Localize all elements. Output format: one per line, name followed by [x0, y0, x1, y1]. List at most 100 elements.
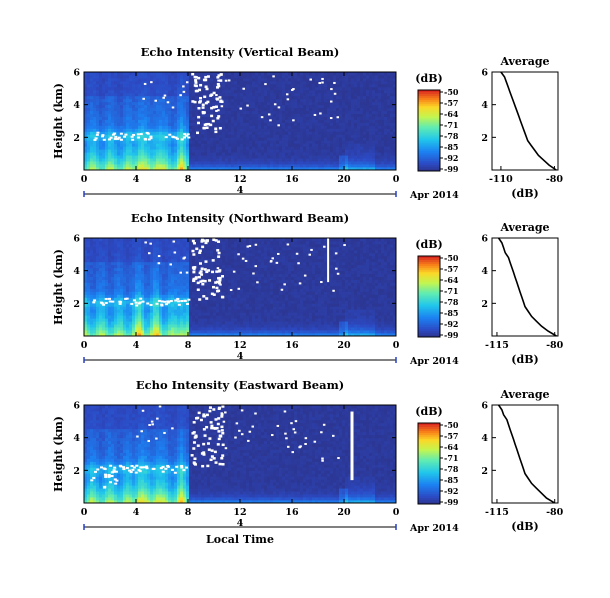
- heatmap-cell: [219, 131, 223, 135]
- heatmap-cell: [243, 125, 247, 129]
- heatmap-cell: [150, 267, 154, 272]
- profile-y-tick-label: 2: [481, 133, 488, 144]
- heatmap-cell: [351, 134, 355, 138]
- heatmap-cell: [225, 152, 229, 156]
- heatmap-cell: [351, 137, 355, 141]
- heatmap-cell: [108, 134, 112, 138]
- heatmap-cell: [105, 131, 109, 135]
- heatmap-cell: [177, 309, 181, 313]
- heatmap-cell: [186, 119, 190, 123]
- heatmap-cell: [117, 110, 121, 114]
- heatmap-cell: [222, 72, 226, 76]
- heatmap-cell: [162, 273, 166, 278]
- heatmap-cell: [141, 291, 145, 295]
- heatmap-cell: [117, 324, 121, 328]
- heatmap-cell: [192, 297, 196, 301]
- missing-data-cell: [202, 111, 206, 114]
- heatmap-cell: [315, 104, 319, 109]
- heatmap-cell: [84, 252, 88, 257]
- heatmap-cell: [327, 155, 331, 159]
- heatmap-cell: [180, 107, 184, 112]
- heatmap-cell: [264, 146, 268, 150]
- heatmap-cell: [123, 312, 127, 316]
- missing-data-cell: [246, 104, 249, 107]
- heatmap-cell: [129, 288, 133, 292]
- heatmap-cell: [126, 89, 130, 94]
- heatmap-cell: [108, 107, 112, 112]
- heatmap-cell: [162, 113, 166, 117]
- heatmap-cell: [102, 285, 106, 289]
- heatmap-cell: [291, 74, 295, 79]
- heatmap-cell: [174, 240, 178, 245]
- heatmap-cell: [327, 161, 331, 165]
- heatmap-cell: [213, 110, 217, 114]
- heatmap-cell: [183, 122, 187, 126]
- heatmap-cell: [177, 77, 181, 82]
- heatmap-cell: [153, 113, 157, 117]
- heatmap-cell: [264, 143, 268, 147]
- heatmap-cell: [189, 140, 193, 144]
- heatmap-cell: [345, 95, 349, 100]
- heatmap-cell: [222, 152, 226, 156]
- heatmap-cell: [120, 240, 124, 245]
- heatmap-cell: [132, 134, 136, 138]
- heatmap-cell: [366, 152, 370, 156]
- heatmap-cell: [177, 318, 181, 322]
- heatmap-cell: [336, 155, 340, 159]
- heatmap-cell: [198, 77, 202, 82]
- heatmap-cell: [294, 116, 298, 120]
- heatmap-cell: [360, 137, 364, 141]
- heatmap-cell: [93, 74, 97, 79]
- heatmap-cell: [219, 107, 223, 112]
- heatmap-cell: [312, 149, 316, 153]
- heatmap-cell: [240, 146, 244, 150]
- heatmap-cell: [93, 291, 97, 295]
- heatmap-cell: [114, 321, 118, 325]
- heatmap-cell: [126, 131, 130, 135]
- missing-data-cell: [264, 83, 267, 86]
- heatmap-cell: [291, 80, 295, 85]
- heatmap-cell: [123, 98, 127, 103]
- heatmap-cell: [255, 77, 259, 82]
- heatmap-cell: [270, 146, 274, 150]
- heatmap-cell: [87, 309, 91, 313]
- heatmap-cell: [312, 101, 316, 106]
- heatmap-cell: [321, 116, 325, 120]
- heatmap-cell: [165, 330, 169, 334]
- heatmap-cell: [135, 273, 139, 278]
- heatmap-cell: [378, 161, 382, 165]
- heatmap-cell: [243, 98, 247, 103]
- heatmap-cell: [111, 309, 115, 313]
- heatmap-cell: [168, 267, 172, 272]
- heatmap-cell: [240, 116, 244, 120]
- heatmap-cell: [279, 92, 283, 97]
- heatmap-cell: [105, 110, 109, 114]
- heatmap-cell: [372, 104, 376, 109]
- heatmap-cell: [357, 92, 361, 97]
- heatmap-cell: [276, 116, 280, 120]
- heatmap-cell: [159, 321, 163, 325]
- heatmap-cell: [165, 72, 169, 76]
- heatmap-cell: [126, 312, 130, 316]
- heatmap-cell: [189, 119, 193, 123]
- heatmap-cell: [156, 107, 160, 112]
- heatmap-cell: [273, 125, 277, 129]
- heatmap-cell: [384, 74, 388, 79]
- heatmap-cell: [381, 164, 385, 168]
- heatmap-cell: [156, 77, 160, 82]
- heatmap-cell: [90, 324, 94, 328]
- heatmap-cell: [84, 149, 88, 153]
- heatmap-cell: [108, 164, 112, 168]
- heatmap-cell: [225, 113, 229, 117]
- heatmap-cell: [363, 137, 367, 141]
- heatmap-cell: [348, 110, 352, 114]
- heatmap-cell: [123, 158, 127, 162]
- heatmap-cell: [111, 122, 115, 126]
- heatmap-cell: [357, 146, 361, 150]
- heatmap-cell: [171, 264, 175, 269]
- heatmap-cell: [96, 125, 100, 129]
- heatmap-cell: [129, 158, 133, 162]
- heatmap-cell: [132, 107, 136, 112]
- heatmap-cell: [198, 303, 202, 307]
- heatmap-cell: [195, 291, 199, 295]
